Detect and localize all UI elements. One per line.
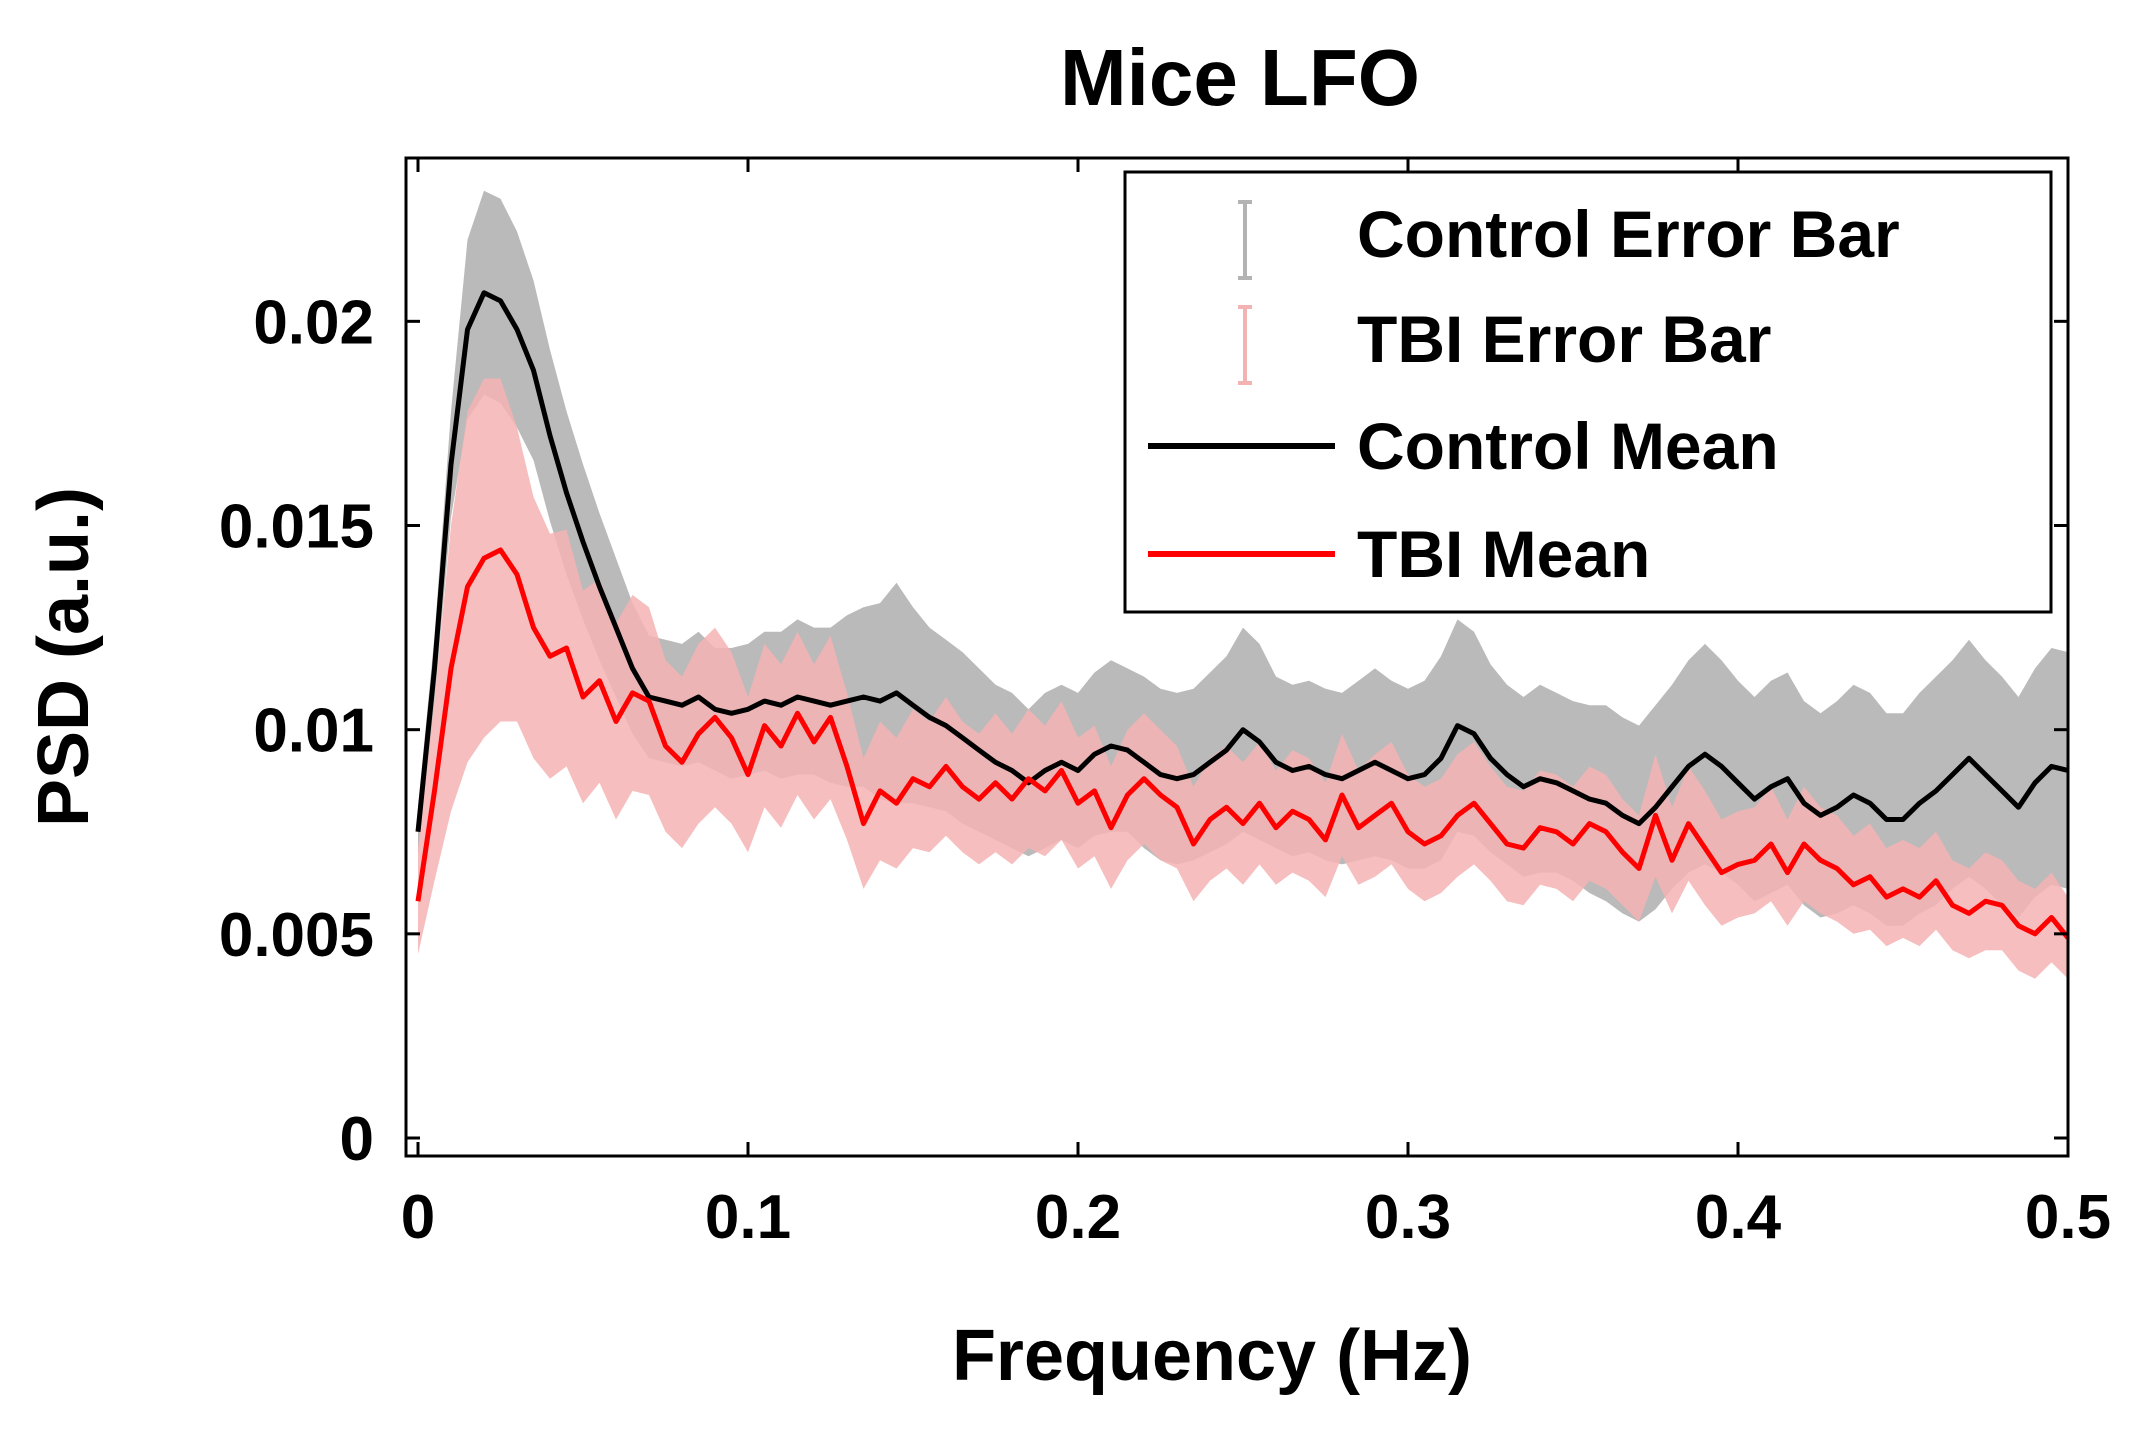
y-tick-label: 0.02 — [253, 288, 374, 357]
x-tick-label: 0.4 — [1695, 1183, 1782, 1252]
chart-title: Mice LFO — [1060, 33, 1420, 122]
legend-label-tbi-mean: TBI Mean — [1357, 517, 1650, 591]
x-tick-label: 0.3 — [1365, 1183, 1451, 1252]
x-tick-label: 0 — [401, 1183, 435, 1252]
y-axis-title: PSD (a.u.) — [24, 487, 104, 827]
y-tick-label: 0.01 — [253, 697, 374, 766]
y-tick-label: 0.015 — [219, 493, 374, 562]
x-tick-label: 0.1 — [705, 1183, 791, 1252]
legend-box — [1123, 170, 2053, 614]
y-tick-label: 0.005 — [219, 901, 374, 970]
y-axis: 0 0.005 0.01 0.015 0.02 — [219, 288, 2068, 1174]
tbi-mean-line — [415, 547, 2068, 940]
x-axis: 0 0.1 0.2 0.3 0.4 0.5 — [401, 158, 2111, 1252]
control-mean-line — [415, 290, 2068, 833]
legend-label-tbi-error-bar: TBI Error Bar — [1357, 302, 1771, 376]
legend-label-control-mean: Control Mean — [1357, 409, 1779, 483]
x-tick-label: 0.2 — [1035, 1183, 1121, 1252]
x-axis-title: Frequency (Hz) — [952, 1316, 1472, 1396]
mean-lines — [415, 290, 2068, 940]
legend-label-control-error-bar: Control Error Bar — [1357, 197, 1900, 271]
plot-frame — [404, 156, 2070, 1158]
x-tick-label: 0.5 — [2025, 1183, 2111, 1252]
y-tick-label: 0 — [340, 1105, 374, 1174]
legend: Control Error Bar TBI Error Bar Control Me… — [1123, 170, 2053, 614]
tbi-mean-error-band — [418, 378, 2068, 979]
error-bands — [418, 190, 2068, 979]
plot-area — [415, 190, 2068, 979]
